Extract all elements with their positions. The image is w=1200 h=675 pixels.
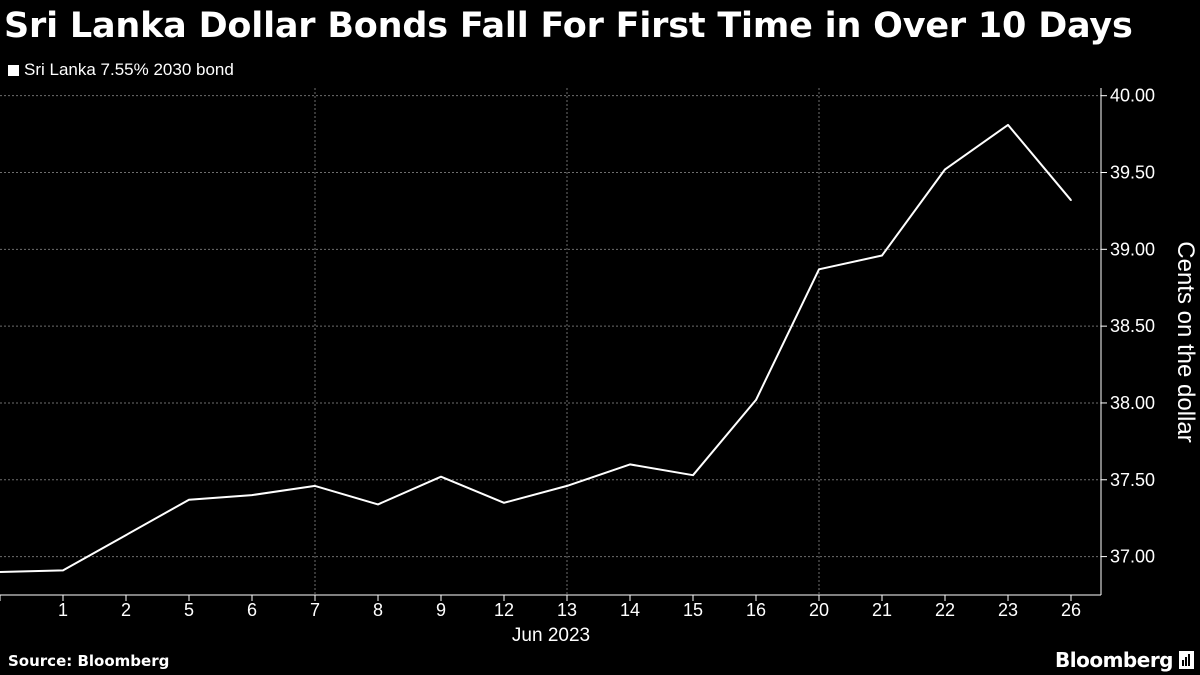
data-point xyxy=(566,485,568,487)
data-point xyxy=(755,399,757,401)
y-tick-label: 38.50 xyxy=(1110,316,1155,336)
x-tick-label: 26 xyxy=(1061,600,1081,620)
data-point xyxy=(818,268,820,271)
x-tick-label: 1 xyxy=(58,600,68,620)
x-tick-label: 14 xyxy=(620,600,640,620)
x-axis-title: Jun 2023 xyxy=(512,625,590,646)
data-point xyxy=(692,474,694,477)
y-tick-label: 38.00 xyxy=(1110,393,1155,413)
data-point xyxy=(188,498,190,501)
grid xyxy=(0,88,1101,595)
y-tick-label: 40.00 xyxy=(1110,86,1155,106)
legend-swatch xyxy=(8,64,19,76)
x-tick-label: 15 xyxy=(683,600,703,620)
y-tick-label: 39.50 xyxy=(1110,163,1155,183)
data-point xyxy=(251,494,253,496)
x-tick-label: 2 xyxy=(121,600,131,620)
data-point xyxy=(1070,199,1072,201)
data-point xyxy=(1007,124,1009,126)
x-tick-label: 16 xyxy=(746,600,766,620)
brand: Bloomberg xyxy=(1055,647,1194,673)
data-point xyxy=(62,569,64,572)
x-tick-label: 7 xyxy=(310,600,320,620)
y-tick-label: 37.50 xyxy=(1110,470,1155,490)
brand-name: Bloomberg xyxy=(1055,648,1173,672)
data-point xyxy=(944,168,946,171)
data-point xyxy=(503,502,505,504)
series-line xyxy=(0,123,1072,573)
x-tick-label: 9 xyxy=(436,600,446,620)
data-point xyxy=(377,503,379,506)
y-tick-label: 39.00 xyxy=(1110,239,1155,259)
series xyxy=(0,123,1072,573)
x-tick-label: 6 xyxy=(247,600,257,620)
legend: Sri Lanka 7.55% 2030 bond xyxy=(8,60,234,80)
data-point xyxy=(0,571,1,573)
chart-title: Sri Lanka Dollar Bonds Fall For First Ti… xyxy=(4,6,1133,46)
data-point xyxy=(629,463,631,466)
y-tick-label: 37.00 xyxy=(1110,547,1155,567)
axes xyxy=(0,88,1107,601)
x-tick-label: 21 xyxy=(872,600,892,620)
x-tick-label: 8 xyxy=(373,600,383,620)
x-tick-label: 23 xyxy=(998,600,1018,620)
data-point xyxy=(881,254,883,257)
x-tick-label: 13 xyxy=(557,600,577,620)
x-tick-label: 5 xyxy=(184,600,194,620)
x-tick-label: 12 xyxy=(494,600,514,620)
bloomberg-terminal-icon xyxy=(1179,651,1194,669)
y-axis-title: Cents on the dollar xyxy=(1172,241,1199,442)
data-point xyxy=(314,485,316,487)
x-tick-label: 22 xyxy=(935,600,955,620)
data-point xyxy=(440,475,442,478)
x-tick-label: 20 xyxy=(809,600,829,620)
source-note: Source: Bloomberg xyxy=(8,652,170,670)
legend-label: Sri Lanka 7.55% 2030 bond xyxy=(24,60,234,79)
data-point xyxy=(125,534,127,536)
